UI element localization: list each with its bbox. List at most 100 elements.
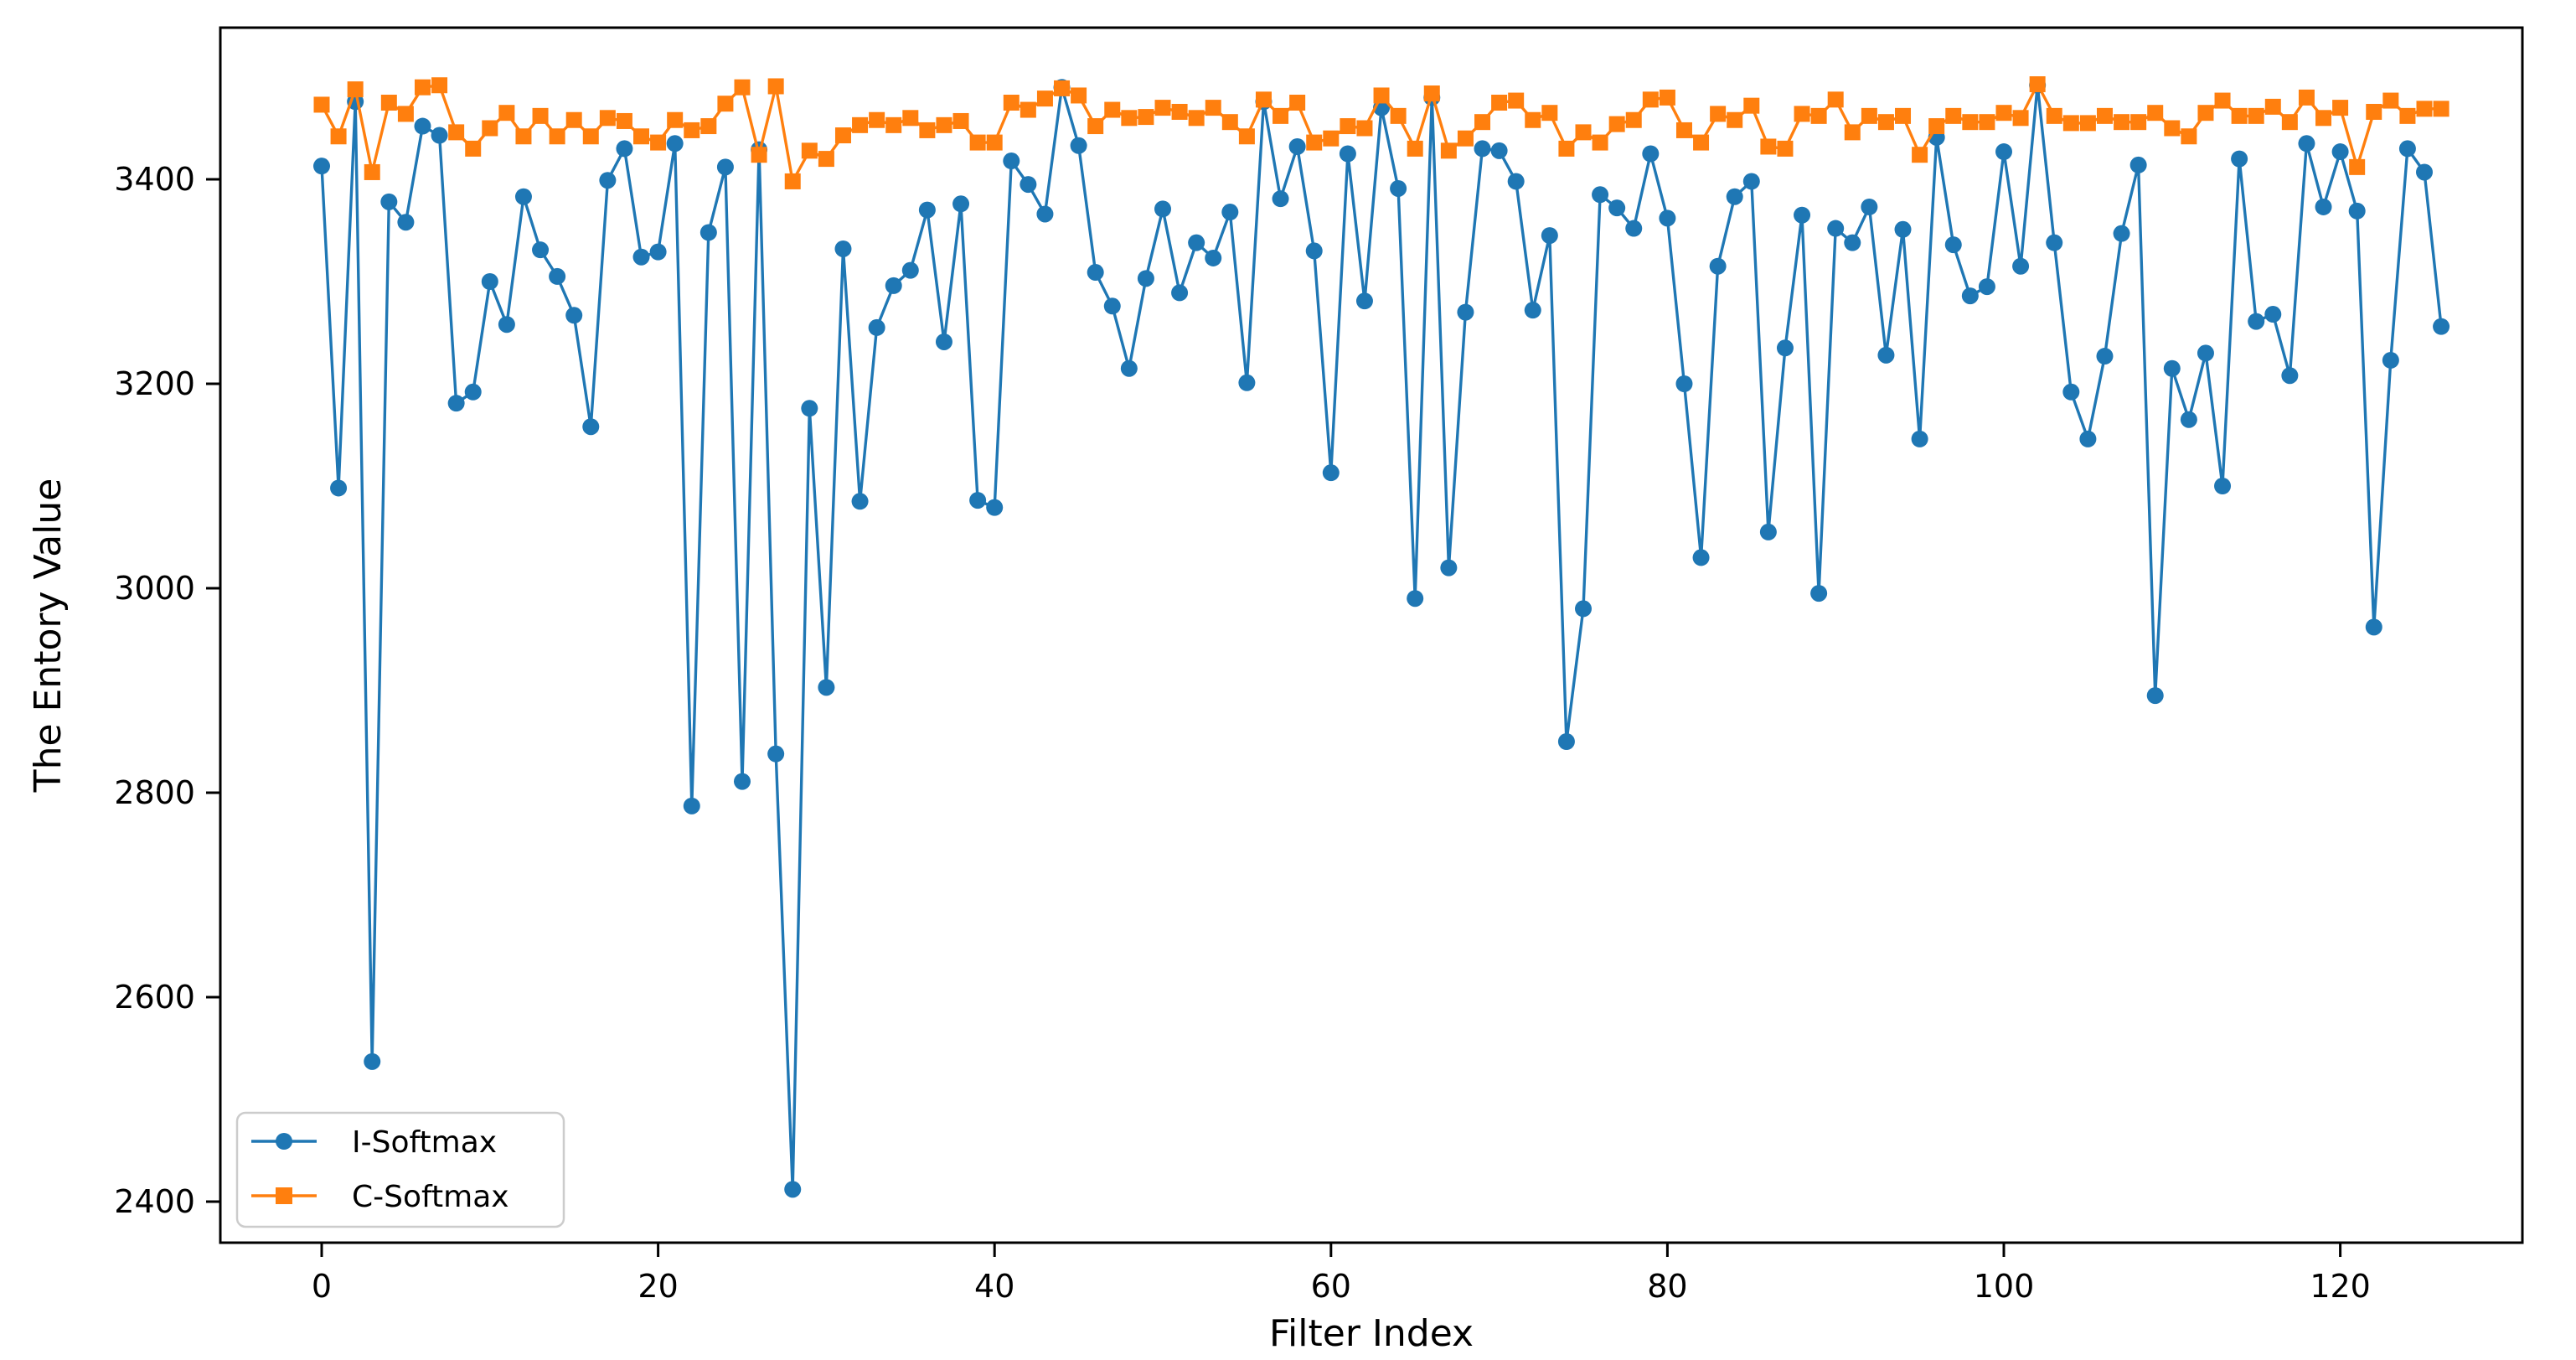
circle-marker-icon [834, 240, 852, 257]
square-marker-icon [2298, 89, 2315, 106]
circle-marker-icon [1742, 173, 1760, 190]
circle-marker-icon [532, 241, 550, 259]
square-marker-icon [2114, 114, 2130, 131]
square-marker-icon [902, 110, 919, 127]
circle-marker-icon [330, 479, 348, 497]
circle-marker-icon [935, 333, 952, 350]
square-marker-icon [1273, 107, 1289, 124]
circle-marker-icon [1440, 559, 1458, 577]
circle-marker-icon [514, 188, 532, 205]
square-marker-icon [448, 124, 465, 141]
circle-marker-icon [1978, 278, 1995, 296]
circle-marker-icon [632, 248, 650, 266]
circle-marker-icon [380, 193, 398, 210]
square-marker-icon [1071, 87, 1087, 104]
circle-marker-icon [1087, 264, 1104, 282]
circle-marker-icon [2180, 411, 2197, 428]
circle-marker-icon [2433, 318, 2450, 335]
square-marker-icon [1255, 91, 1272, 108]
circle-marker-icon [1070, 137, 1087, 154]
square-marker-icon [1003, 95, 1020, 111]
square-marker-icon [1794, 106, 1810, 122]
circle-marker-icon [801, 400, 818, 417]
y-tick-label: 2400 [114, 1183, 195, 1220]
series-i-softmax [313, 76, 2450, 1198]
circle-marker-icon [1238, 374, 1256, 391]
square-marker-icon [1575, 124, 1592, 141]
square-marker-icon [869, 111, 885, 128]
y-tick-label: 3000 [114, 570, 195, 607]
circle-marker-icon [1894, 220, 1912, 238]
square-marker-icon [2433, 101, 2450, 117]
circle-marker-icon [313, 158, 330, 175]
circle-marker-icon [431, 127, 448, 144]
circle-marker-icon [498, 316, 515, 334]
square-marker-icon [532, 107, 549, 124]
square-marker-icon [498, 105, 515, 122]
square-marker-icon [414, 79, 431, 96]
square-marker-icon [1558, 140, 1575, 157]
square-marker-icon [549, 128, 565, 145]
circle-marker-icon [952, 195, 970, 213]
x-tick-label: 120 [2310, 1268, 2371, 1305]
square-marker-icon [1541, 105, 1558, 122]
circle-marker-icon [1625, 220, 1643, 237]
circle-marker-icon [1322, 464, 1340, 482]
circle-marker-icon [2264, 306, 2282, 323]
circle-marker-icon [1390, 179, 1407, 197]
square-marker-icon [1171, 103, 1188, 120]
x-tick-label: 40 [974, 1268, 1014, 1305]
square-marker-icon [2231, 107, 2248, 124]
circle-marker-icon [2046, 234, 2063, 251]
circle-marker-icon [1272, 190, 1289, 208]
circle-marker-icon [364, 1052, 381, 1070]
legend-box [235, 1111, 565, 1228]
circle-marker-icon [734, 773, 751, 790]
circle-marker-icon [2416, 163, 2433, 181]
square-marker-icon [1995, 105, 2012, 122]
series-c-softmax [313, 76, 2450, 189]
square-marker-icon [565, 111, 582, 128]
circle-marker-icon [2281, 367, 2299, 385]
circle-marker-icon [818, 679, 835, 696]
square-marker-icon [1323, 130, 1340, 147]
square-marker-icon [751, 147, 767, 163]
circle-marker-icon [2113, 225, 2130, 242]
circle-marker-icon [1776, 339, 1794, 357]
square-marker-icon [2079, 115, 2096, 132]
x-tick-label: 80 [1647, 1268, 1687, 1305]
x-tick-label: 100 [1974, 1268, 2035, 1305]
square-marker-icon [1188, 110, 1205, 127]
square-marker-icon [2281, 114, 2298, 131]
circle-marker-icon [1154, 200, 1171, 218]
square-marker-icon [1205, 100, 1221, 116]
circle-marker-icon [901, 261, 919, 279]
circle-marker-icon [666, 135, 684, 153]
square-marker-icon [734, 79, 751, 96]
axis-ticks: 0 20 40 60 80 100 120 2400 2600 2800 3000 3200 3400 [114, 161, 2371, 1305]
square-marker-icon [2264, 98, 2281, 115]
circle-marker-icon [481, 273, 498, 290]
circle-marker-icon [1911, 430, 1928, 447]
square-marker-icon [1592, 134, 1608, 151]
circle-marker-icon [397, 214, 415, 231]
y-axis-label: The Entory Value [27, 478, 70, 794]
circle-marker-icon [1608, 199, 1626, 217]
square-marker-icon [2315, 110, 2332, 127]
square-marker-icon [1221, 114, 1238, 131]
circle-marker-icon [1474, 140, 1491, 158]
circle-marker-icon [683, 797, 700, 814]
circle-marker-icon [1407, 590, 1424, 608]
square-marker-icon [650, 134, 667, 151]
square-marker-icon [1054, 80, 1071, 96]
circle-marker-icon [767, 745, 785, 763]
circle-marker-icon [1709, 257, 1727, 275]
circle-marker-icon [599, 172, 617, 189]
circle-marker-icon [1490, 142, 1508, 159]
x-axis-label: Filter Index [1269, 1312, 1474, 1355]
circle-marker-icon [2298, 135, 2315, 153]
square-marker-icon [1760, 138, 1777, 155]
circle-marker-icon [2096, 348, 2114, 365]
